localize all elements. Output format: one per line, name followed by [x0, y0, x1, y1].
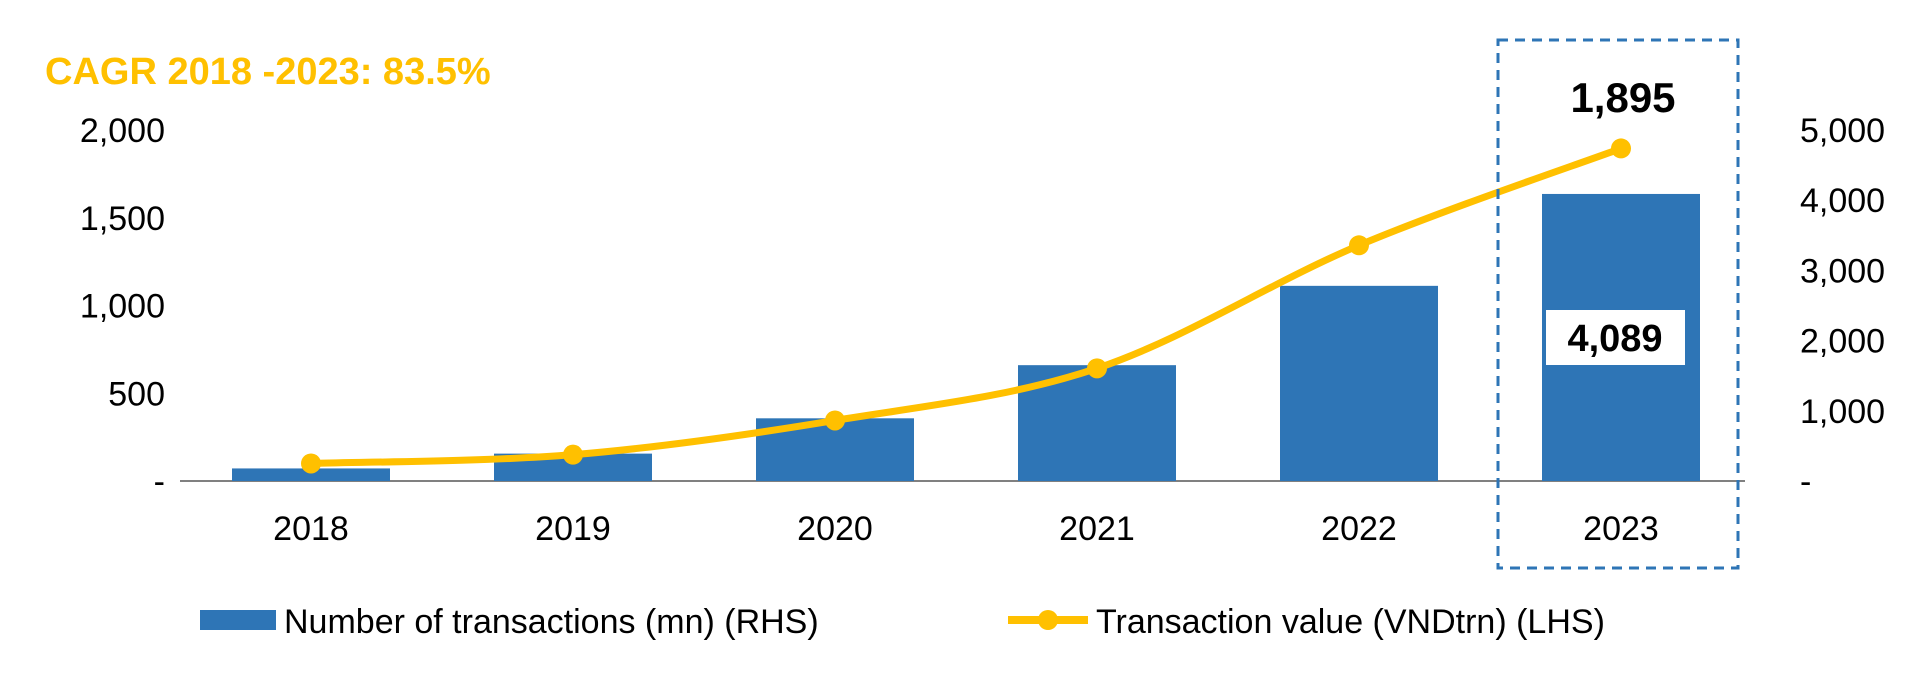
highlight-box-2023 — [1496, 38, 1740, 570]
legend-line-marker — [1038, 610, 1058, 630]
x-tick-label: 2023 — [1583, 510, 1659, 548]
right-tick-label: 1,000 — [1800, 393, 1885, 431]
right-tick-label: 5,000 — [1800, 112, 1885, 150]
left-tick-label: 1,500 — [80, 200, 165, 238]
right-tick-label: 4,000 — [1800, 182, 1885, 220]
right-axis: - 1,000 2,000 3,000 4,000 5,000 — [1800, 112, 1885, 501]
legend-line-label: Transaction value (VNDtrn) (LHS) — [1096, 603, 1605, 641]
x-tick-label: 2021 — [1059, 510, 1135, 548]
right-tick-label: 2,000 — [1800, 323, 1885, 361]
x-axis: 2018 2019 2020 2021 2022 2023 — [273, 510, 1659, 548]
line-point-2022 — [1349, 235, 1369, 256]
bar-series — [232, 193, 1700, 481]
line-point-2023 — [1611, 138, 1631, 159]
right-tick-label: 3,000 — [1800, 252, 1885, 290]
bar-value-label-box — [1544, 308, 1687, 367]
bar-2022 — [1280, 285, 1438, 481]
x-tick-label: 2019 — [535, 510, 611, 548]
line-series — [301, 138, 1631, 474]
left-tick-label: - — [154, 463, 165, 501]
line-point-2019 — [563, 444, 583, 465]
x-tick-label: 2020 — [797, 510, 873, 548]
bar-value-label-2023: 4,089 — [1567, 318, 1662, 360]
legend-bar-swatch — [200, 610, 276, 630]
line-value-label-2023: 1,895 — [1570, 74, 1675, 121]
legend-bar-label: Number of transactions (mn) (RHS) — [284, 603, 819, 641]
line-point-2020 — [825, 410, 845, 431]
right-tick-label: - — [1800, 463, 1811, 501]
x-tick-label: 2022 — [1321, 510, 1397, 548]
left-axis: - 500 1,000 1,500 2,000 — [80, 112, 165, 501]
line-point-2021 — [1087, 358, 1107, 379]
line-path — [310, 145, 1623, 467]
legend: Number of transactions (mn) (RHS) Transa… — [200, 603, 1605, 641]
cagr-annotation: CAGR 2018 -2023: 83.5% — [45, 51, 491, 93]
bar-2018 — [232, 468, 390, 481]
left-tick-label: 1,000 — [80, 288, 165, 326]
line-point-2018 — [301, 453, 321, 474]
left-tick-label: 500 — [108, 375, 165, 413]
x-tick-label: 2018 — [273, 510, 349, 548]
left-tick-label: 2,000 — [80, 112, 165, 150]
